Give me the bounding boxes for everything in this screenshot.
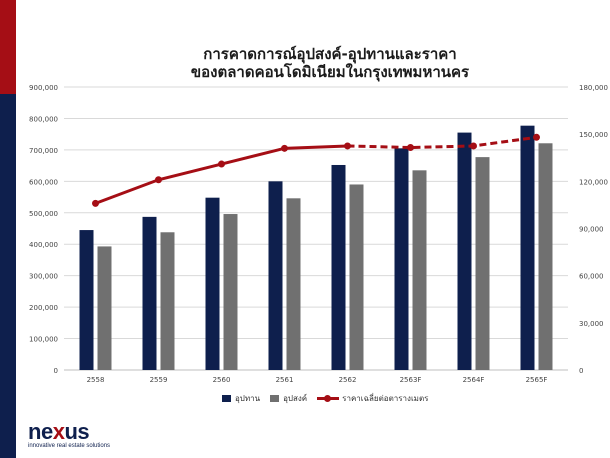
bar-supply xyxy=(457,132,472,370)
price-point xyxy=(470,142,477,150)
x-tick-label: 2563F xyxy=(400,376,422,384)
legend-swatch-price xyxy=(317,395,340,402)
bar-supply xyxy=(520,125,535,370)
y-left-tick-label: 600,000 xyxy=(29,178,58,186)
y-left-tick-label: 400,000 xyxy=(29,241,58,249)
nexus-logo: nexus innovative real estate solutions xyxy=(28,419,111,450)
y-left-tick-label: 800,000 xyxy=(29,115,58,123)
chart-title-line1: การคาดการณ์อุปสงค์-อุปทานและราคา xyxy=(203,45,457,63)
price-point xyxy=(218,160,225,168)
bar-demand xyxy=(286,198,301,370)
y-left-tick-label: 300,000 xyxy=(29,273,58,281)
x-tick-label: 2562 xyxy=(339,376,357,384)
accent-band-red xyxy=(0,0,16,94)
legend-item-price: ราคาเฉลี่ยต่อตารางเมตร xyxy=(317,392,428,405)
legend-label-price: ราคาเฉลี่ยต่อตารางเมตร xyxy=(342,394,429,403)
y-left-tick-label: 0 xyxy=(54,367,58,375)
price-point xyxy=(281,144,288,152)
chart-legend: อุปทาน อุปสงค์ ราคาเฉลี่ยต่อตารางเมตร xyxy=(222,392,438,405)
logo-tagline: innovative real estate solutions xyxy=(28,443,111,449)
x-tick-label: 2559 xyxy=(150,376,168,384)
bar-demand xyxy=(97,246,112,370)
x-tick-label: 2564F xyxy=(463,376,485,384)
bar-supply xyxy=(79,230,94,370)
x-tick-label: 2560 xyxy=(213,376,231,384)
bar-supply xyxy=(142,216,157,370)
x-tick-label: 2565F xyxy=(526,376,548,384)
chart-title-line2: ของตลาดคอนโดมิเนียมในกรุงเทพมหานคร xyxy=(190,63,470,81)
logo-wordmark: nexus xyxy=(28,419,90,444)
price-line-solid xyxy=(94,144,348,205)
y-left-tick-label: 100,000 xyxy=(29,336,58,344)
y-right-tick-label: 120,000 xyxy=(579,178,608,186)
price-line-dashed xyxy=(347,135,537,150)
bar-demand xyxy=(412,170,427,370)
bar-supply xyxy=(205,197,220,370)
price-point xyxy=(533,133,540,141)
bar-supply xyxy=(268,181,283,370)
bar-demand xyxy=(223,214,238,370)
y-right-tick-label: 30,000 xyxy=(579,320,604,328)
bar-demand xyxy=(349,184,364,370)
y-right-tick-label: 60,000 xyxy=(579,273,604,281)
accent-band-navy xyxy=(0,94,16,458)
legend-swatch-demand xyxy=(270,395,280,402)
y-left-tick-label: 900,000 xyxy=(29,84,58,92)
price-point xyxy=(344,142,351,150)
price-point xyxy=(92,199,99,207)
x-tick-label: 2561 xyxy=(276,376,294,384)
legend-swatch-supply xyxy=(222,395,231,402)
y-right-tick-label: 0 xyxy=(579,367,583,375)
legend-item-supply: อุปทาน xyxy=(222,392,260,405)
legend-label-supply: อุปทาน xyxy=(235,394,261,403)
legend-item-demand: อุปสงค์ xyxy=(270,392,307,405)
bar-demand xyxy=(538,143,553,370)
price-point xyxy=(407,144,414,152)
price-point xyxy=(155,176,162,184)
x-tick-label: 2558 xyxy=(87,376,105,384)
bar-demand xyxy=(475,157,490,370)
y-right-tick-label: 180,000 xyxy=(579,84,608,92)
y-right-tick-label: 150,000 xyxy=(579,131,608,139)
y-left-tick-label: 200,000 xyxy=(29,304,58,312)
legend-label-demand: อุปสงค์ xyxy=(283,394,308,403)
y-right-tick-label: 90,000 xyxy=(579,226,604,234)
bar-supply xyxy=(394,148,409,370)
y-left-tick-label: 500,000 xyxy=(29,210,58,218)
y-left-tick-label: 700,000 xyxy=(29,147,58,155)
bar-supply xyxy=(331,164,346,370)
bar-demand xyxy=(160,232,175,370)
